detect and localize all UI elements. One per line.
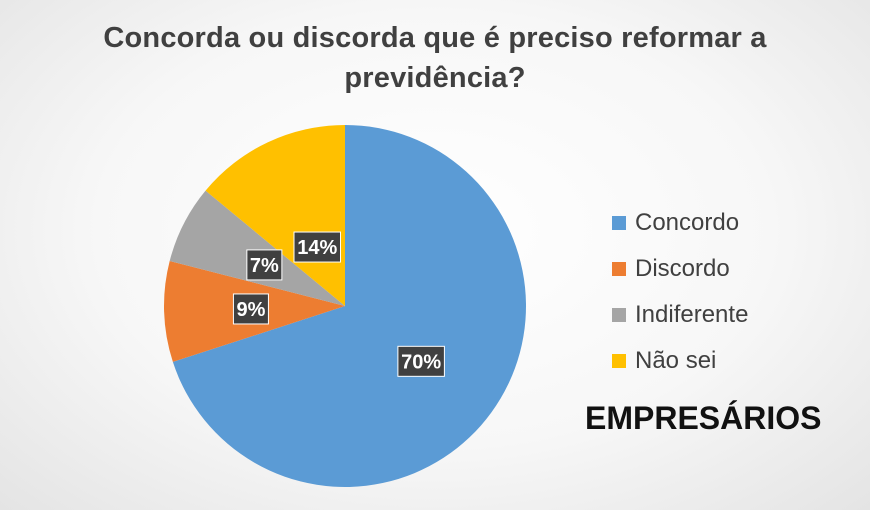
pie-slice-concordo — [172, 125, 526, 487]
legend-swatch — [612, 216, 626, 230]
legend-swatch — [612, 262, 626, 276]
data-label-text: 14% — [297, 237, 337, 259]
chart-caption: EMPRESÁRIOS — [585, 400, 822, 436]
data-label-text: 9% — [236, 299, 265, 321]
data-label: 9% — [232, 293, 269, 325]
pie-slice-indiferente — [169, 190, 345, 306]
legend-label: Indiferente — [635, 301, 749, 328]
data-label-box — [397, 345, 445, 377]
legend-label: Concordo — [635, 209, 740, 236]
data-label: 14% — [293, 231, 342, 263]
data-label-box — [293, 231, 342, 263]
legend-item-discordo: Discordo — [612, 246, 748, 292]
data-labels: 70% 9% 7% 14% — [232, 231, 445, 377]
legend: Concordo Discordo Indiferente Não sei — [612, 200, 748, 384]
data-label-text: 70% — [401, 351, 441, 373]
data-label: 7% — [246, 249, 283, 281]
legend-label: Não sei — [635, 347, 717, 374]
legend-swatch — [612, 308, 626, 322]
legend-item-indiferente: Indiferente — [612, 292, 748, 338]
data-label-box — [232, 293, 269, 325]
data-label-text: 7% — [250, 255, 279, 277]
pie-slices — [163, 125, 526, 487]
legend-item-concordo: Concordo — [612, 200, 748, 246]
legend-label: Discordo — [635, 255, 730, 282]
data-label: 70% — [397, 345, 445, 377]
legend-swatch — [612, 354, 626, 368]
chart-title: Concorda ou discorda que é preciso refor… — [103, 22, 767, 94]
legend-item-nao-sei: Não sei — [612, 338, 748, 384]
data-label-box — [246, 249, 283, 281]
